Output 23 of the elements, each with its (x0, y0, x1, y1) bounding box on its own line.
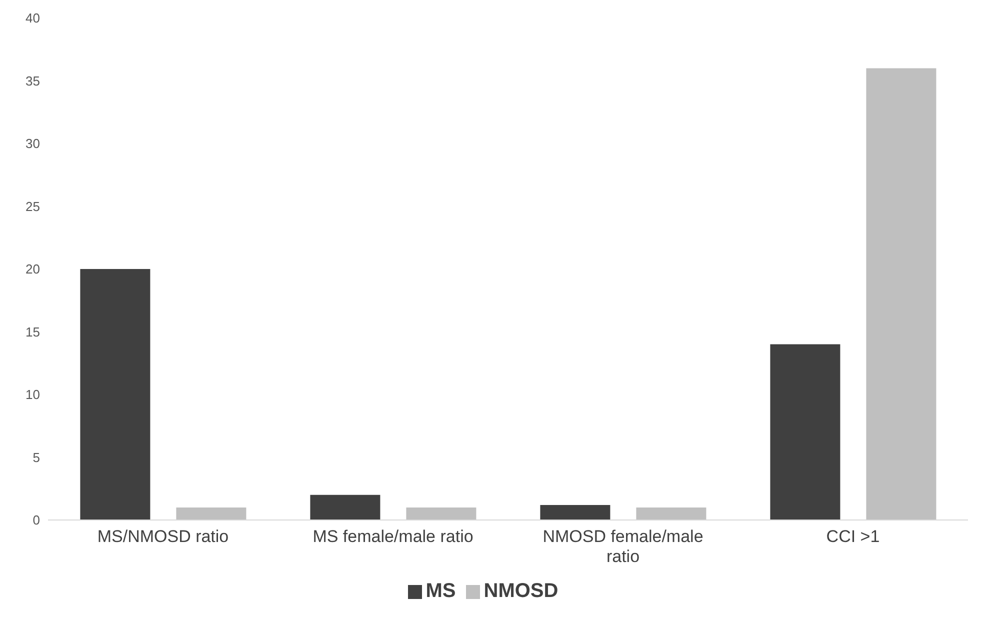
x-tick-label: MS female/male ratio (312, 527, 474, 546)
bar (540, 504, 610, 520)
bar (636, 507, 706, 520)
bar (80, 269, 150, 520)
y-tick-label: 0 (32, 512, 40, 528)
y-tick-label: 30 (26, 136, 40, 152)
x-tick-label: MS/NMOSD ratio (97, 527, 229, 546)
x-tick-label: NMOSD female/male ratio (542, 527, 704, 566)
y-tick-label: 40 (26, 10, 40, 26)
legend-label: NMOSD (484, 580, 558, 602)
bar (770, 344, 840, 520)
legend-label: MS (426, 580, 456, 602)
y-tick-label: 10 (26, 387, 40, 402)
bar (176, 507, 246, 520)
y-tick-label: 20 (26, 262, 40, 277)
bar (406, 507, 476, 520)
bar (866, 68, 936, 520)
y-tick-label: 15 (26, 324, 40, 340)
y-tick-label: 35 (26, 73, 40, 88)
y-tick-label: 25 (26, 198, 40, 214)
y-tick-label: 5 (32, 450, 40, 465)
bar (310, 494, 380, 520)
x-tick-label: CCI >1 (826, 527, 880, 546)
